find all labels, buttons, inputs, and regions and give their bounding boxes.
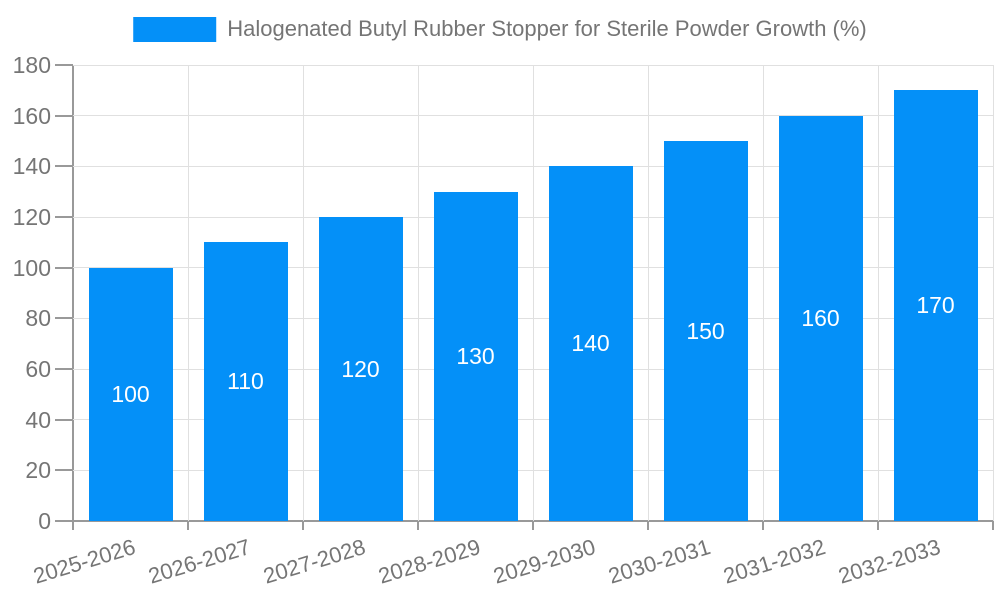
bar-value-label: 170 [916,292,955,319]
y-axis-tick [55,418,73,421]
y-axis-tick [55,520,73,522]
bar: 100 [88,267,173,521]
y-axis-tick [55,64,73,66]
y-axis-label: 140 [12,153,51,180]
x-axis-tick [877,521,879,530]
y-axis-tick [55,114,73,117]
bar: 170 [893,90,978,521]
bar: 110 [203,242,288,521]
legend-swatch [133,16,217,42]
y-axis-tick [55,317,73,320]
y-axis-label: 160 [12,102,51,129]
bar-value-label: 160 [801,304,840,331]
y-axis-label: 120 [12,204,51,230]
y-axis-tick [55,266,73,269]
y-axis-label: 60 [25,356,51,382]
bar: 130 [433,191,518,521]
bar: 140 [548,166,633,521]
x-axis-tick [762,521,764,530]
y-axis-tick [55,368,73,370]
bar-value-label: 140 [571,330,610,357]
bar: 160 [778,115,863,521]
x-axis-tick [992,521,994,530]
v-gridline [532,65,534,521]
y-axis-label: 80 [25,305,51,332]
y-axis-label: 180 [12,52,51,78]
x-axis-tick [187,521,189,530]
bar-value-label: 100 [111,380,150,407]
x-axis-tick [417,521,419,530]
bar-value-label: 150 [686,317,725,344]
x-axis-tick [72,521,74,530]
bar-value-label: 130 [456,342,495,369]
x-axis-tick [532,521,534,530]
y-axis-label: 20 [25,457,51,484]
v-gridline [647,65,649,521]
bar-value-label: 110 [227,368,264,395]
v-gridline [417,65,419,521]
bar: 120 [318,217,403,521]
x-axis-tick [302,521,304,530]
y-axis-label: 40 [25,406,51,433]
legend-label: Halogenated Butyl Rubber Stopper for Ste… [227,16,867,41]
v-gridline [992,65,994,521]
y-axis-tick [55,469,73,472]
v-gridline [302,65,304,521]
y-axis-label: 100 [12,254,51,281]
bar-value-label: 120 [341,355,380,382]
y-axis-tick [55,165,73,168]
v-gridline [877,65,879,521]
v-gridline [762,65,764,521]
v-gridline [187,65,189,521]
legend[interactable]: Halogenated Butyl Rubber Stopper for Ste… [133,16,867,42]
y-axis-tick [55,216,73,218]
x-axis-tick [647,521,649,530]
bar: 150 [663,141,748,521]
y-axis-label: 0 [38,508,51,534]
y-axis-line [72,65,74,522]
